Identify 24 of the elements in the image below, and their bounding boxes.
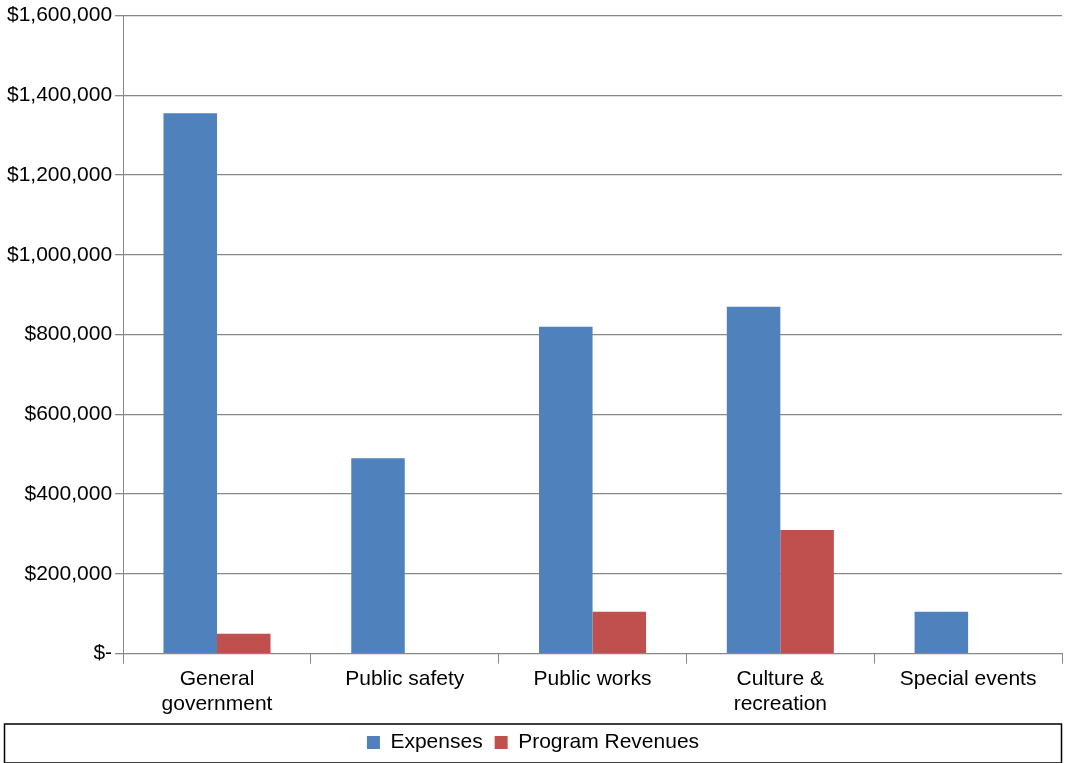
bar (351, 458, 405, 653)
bar (914, 611, 969, 653)
y-tick-label: $1,200,000 (6, 161, 113, 185)
y-tick-label: $1,000,000 (6, 241, 113, 265)
y-tick-label: $- (93, 640, 113, 664)
x-tick-label: Public safety (345, 666, 465, 689)
bar (216, 633, 271, 653)
bar (592, 611, 647, 653)
x-tick-label: Culture & recreation (733, 666, 828, 715)
x-tick-label: Special events (899, 666, 1037, 689)
y-tick-label: $1,400,000 (6, 82, 113, 106)
x-tick-label: General government (161, 666, 273, 715)
bar (539, 326, 593, 653)
bar (726, 306, 781, 653)
y-tick-label: $400,000 (24, 480, 113, 504)
legend-label: Program Revenues (518, 729, 700, 753)
y-tick-label: $800,000 (24, 321, 113, 345)
y-tick-label: $1,600,000 (6, 2, 113, 26)
y-tick-label: $600,000 (24, 401, 113, 425)
x-tick-label: Public works (533, 666, 652, 689)
bar (780, 529, 834, 653)
bar (163, 113, 217, 653)
legend-label: Expenses (390, 729, 483, 753)
y-tick-label: $200,000 (24, 560, 113, 584)
